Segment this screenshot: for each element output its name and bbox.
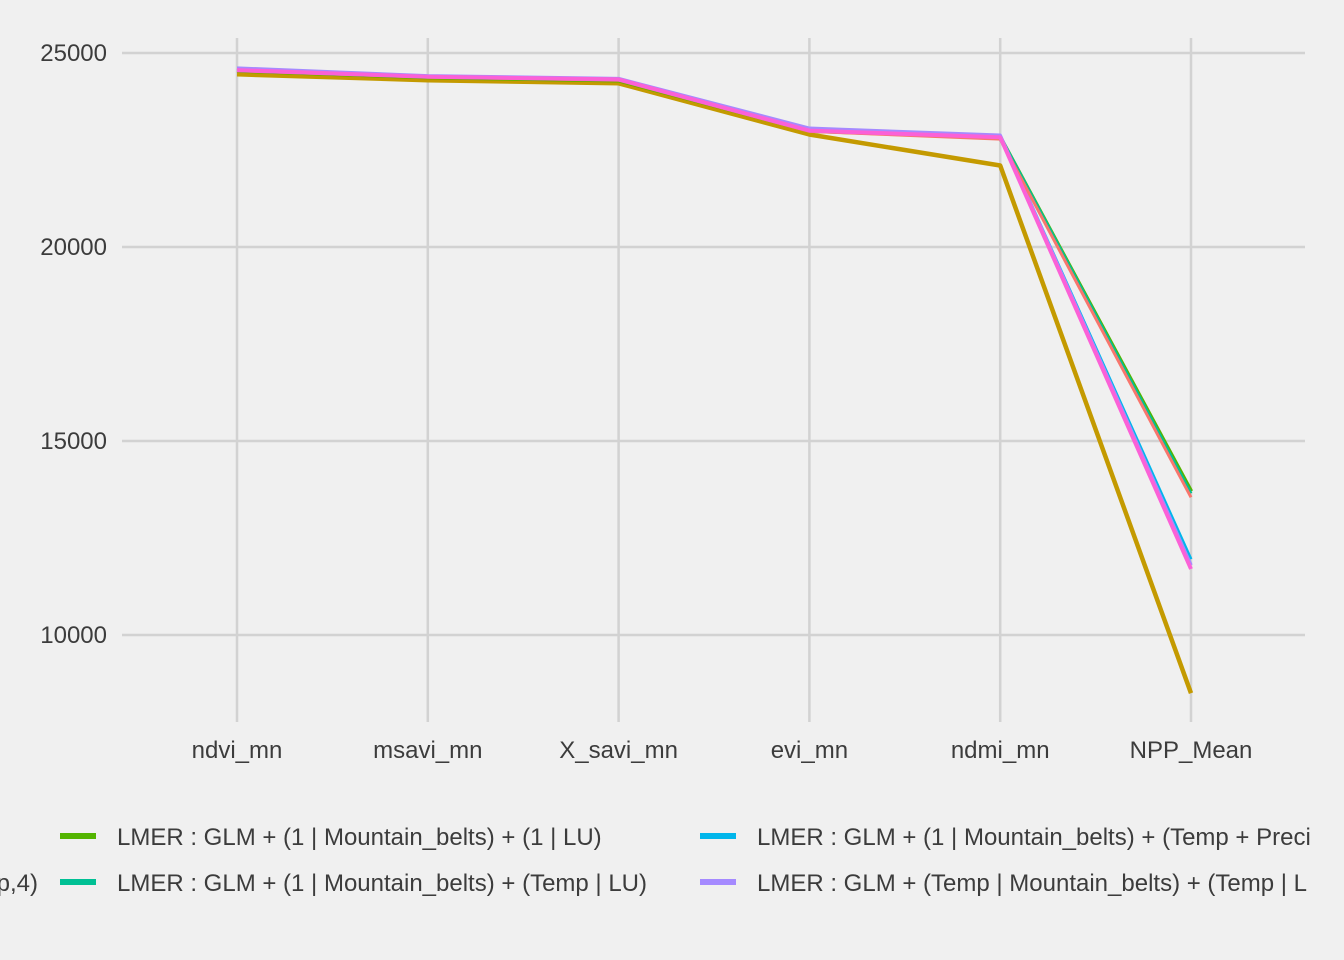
y-tick-label: 10000 — [40, 622, 107, 649]
x-tick-label: ndvi_mn — [192, 737, 283, 764]
x-tick-label: NPP_Mean — [1130, 737, 1253, 764]
x-tick-label: X_savi_mn — [559, 737, 678, 764]
series-line — [236, 67, 1193, 495]
series-line — [236, 72, 1194, 694]
y-tick-label: 20000 — [40, 234, 107, 261]
series-line — [236, 68, 1193, 570]
legend-label: LMER : GLM + (1 | Mountain_belts) + (Tem… — [117, 870, 647, 897]
y-tick-label: 15000 — [40, 428, 107, 455]
series-line — [236, 66, 1193, 566]
y-axis-ticks: 10000 15000 20000 25000 — [40, 40, 107, 649]
legend: p,4) LMER : GLM + (1 | Mountain_belts) +… — [0, 824, 1311, 897]
x-axis-ticks: ndvi_mn msavi_mn X_savi_mn evi_mn ndmi_mn NPP… — [192, 737, 1253, 764]
series-line — [236, 68, 1193, 493]
legend-label: LMER : GLM + (Temp | Mountain_belts) + (… — [757, 870, 1307, 897]
grid-lines — [122, 38, 1305, 722]
x-tick-label: ndmi_mn — [951, 737, 1050, 764]
x-tick-label: msavi_mn — [373, 737, 482, 764]
series-lines — [236, 66, 1194, 694]
legend-label: LMER : GLM + (1 | Mountain_belts) + (Tem… — [757, 824, 1311, 851]
legend-cut-label: p,4) — [0, 870, 38, 897]
legend-label: LMER : GLM + (1 | Mountain_belts) + (1 |… — [117, 824, 602, 851]
series-line — [236, 67, 1193, 560]
y-tick-label: 25000 — [40, 40, 107, 67]
series-line — [236, 69, 1193, 499]
x-tick-label: evi_mn — [771, 737, 848, 764]
